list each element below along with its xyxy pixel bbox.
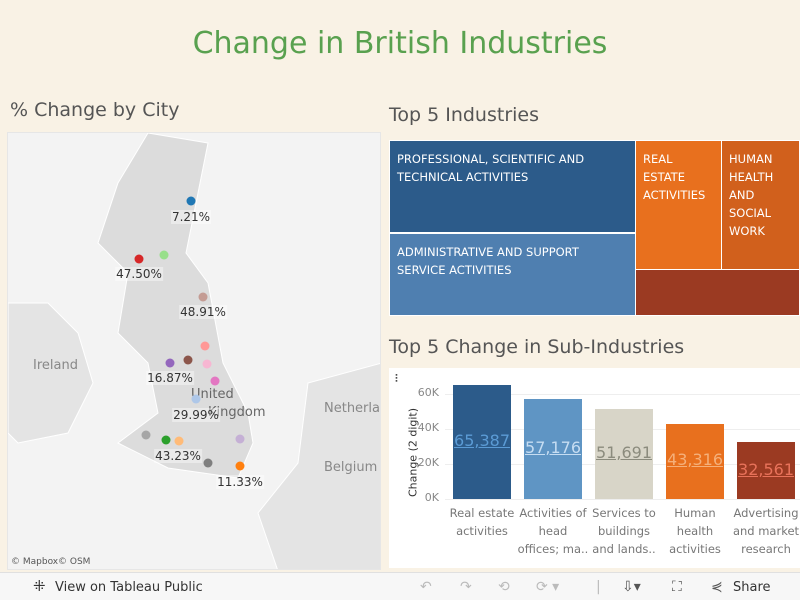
- cell-label: HUMAN HEALTH AND SOCIAL WORK: [729, 152, 774, 238]
- city-map[interactable]: Ireland United Kingdom Netherla Belgium …: [7, 132, 381, 570]
- download-icon[interactable]: ⇩▾: [622, 579, 641, 595]
- city-dot[interactable]: [203, 458, 213, 468]
- category-line: head: [538, 524, 568, 538]
- bar-value-label[interactable]: 43,316: [667, 450, 723, 470]
- city-value-label: 47.50%: [115, 267, 163, 281]
- y-tick-label: 20K: [417, 456, 439, 470]
- category-line: buildings: [597, 524, 651, 538]
- category-line: and market: [732, 524, 800, 538]
- x-category-label: Human health activities: [659, 504, 731, 558]
- category-line: Activities of: [519, 506, 587, 520]
- y-tick-label: 60K: [417, 386, 439, 400]
- bar-value-label[interactable]: 32,561: [738, 459, 794, 479]
- bar[interactable]: [524, 399, 582, 499]
- bar-chart-title: Top 5 Change in Sub-Industries: [389, 336, 685, 358]
- mapbox-attribution[interactable]: © Mapbox: [11, 557, 59, 567]
- redo-icon[interactable]: ↷: [460, 579, 472, 595]
- bar[interactable]: [453, 385, 511, 499]
- category-line: research: [741, 542, 791, 556]
- treemap-cell[interactable]: ADMINISTRATIVE AND SUPPORT SERVICE ACTIV…: [389, 233, 636, 316]
- category-line: Human: [674, 506, 716, 520]
- city-dot[interactable]: [235, 434, 245, 444]
- map-land: [8, 133, 380, 569]
- category-line: and lands..: [592, 542, 656, 556]
- city-dot[interactable]: [191, 394, 201, 404]
- bar-value-label[interactable]: 65,387: [454, 431, 510, 451]
- revert-icon[interactable]: ⟲: [498, 579, 510, 595]
- city-value-label: 11.33%: [216, 475, 264, 489]
- sort-icon[interactable]: ⫶: [395, 372, 398, 385]
- city-dot[interactable]: [134, 254, 144, 264]
- city-value-label: 7.21%: [170, 210, 212, 224]
- treemap-cell[interactable]: HUMAN HEALTH AND SOCIAL WORK: [721, 140, 800, 270]
- place-label: Netherla: [324, 401, 380, 416]
- city-dot[interactable]: [202, 359, 212, 369]
- bar-value-label[interactable]: 57,176: [525, 438, 581, 458]
- city-value-label: 16.87%: [146, 371, 194, 385]
- tableau-toolbar: ⁜ View on Tableau Public ↶ ↷ ⟲ ⟳ ▾ | ⇩▾ …: [0, 572, 800, 600]
- bar[interactable]: [595, 408, 653, 499]
- place-label: Ireland: [33, 358, 78, 373]
- undo-icon[interactable]: ↶: [420, 579, 432, 595]
- city-dot[interactable]: [161, 435, 171, 445]
- gridline: [445, 394, 800, 396]
- share-icon[interactable]: ⋞: [711, 579, 723, 595]
- city-value-label: 48.91%: [179, 305, 227, 319]
- y-axis-label: Change (2 digit): [406, 407, 420, 498]
- y-tick-label: 40K: [417, 421, 439, 435]
- category-line: health: [676, 524, 714, 538]
- map-title: % Change by City: [10, 99, 180, 121]
- category-line: Real estate: [449, 506, 515, 520]
- treemap-cell[interactable]: PROFESSIONAL, SCIENTIFIC AND TECHNICAL A…: [389, 140, 636, 233]
- dashboard-title: Change in British Industries: [192, 26, 608, 61]
- city-dot[interactable]: [141, 430, 151, 440]
- y-tick-label: 0K: [424, 491, 439, 504]
- x-category-label: Advertising and market research: [730, 504, 800, 558]
- share-button[interactable]: Share: [733, 580, 771, 595]
- fullscreen-icon[interactable]: ⛶: [672, 579, 682, 595]
- x-category-label: Real estate activities: [446, 504, 518, 540]
- tableau-logo-icon: ⁜: [33, 577, 46, 595]
- place-label: Belgium: [324, 460, 378, 475]
- bar-value-label[interactable]: 51,691: [596, 442, 652, 462]
- city-dot[interactable]: [198, 292, 208, 302]
- city-value-label: 43.23%: [154, 449, 202, 463]
- city-dot[interactable]: [165, 358, 175, 368]
- view-on-tableau-link[interactable]: View on Tableau Public: [55, 580, 203, 595]
- city-dot[interactable]: [159, 250, 169, 260]
- osm-attribution[interactable]: © OSM: [58, 557, 91, 567]
- x-category-label: Services to buildings and lands..: [588, 504, 660, 558]
- refresh-icon[interactable]: ⟳ ▾: [536, 579, 560, 595]
- city-dot[interactable]: [200, 341, 210, 351]
- cell-label: PROFESSIONAL, SCIENTIFIC AND TECHNICAL A…: [397, 152, 585, 184]
- gridline: [445, 499, 800, 500]
- city-dot[interactable]: [183, 355, 193, 365]
- city-dot[interactable]: [174, 436, 184, 446]
- category-line: activities: [669, 542, 721, 556]
- place-label: Kingdom: [208, 405, 266, 420]
- city-dot[interactable]: [210, 376, 220, 386]
- category-line: offices; ma..: [517, 542, 589, 556]
- treemap-cell[interactable]: [635, 269, 800, 316]
- category-line: Advertising: [733, 506, 799, 520]
- city-value-label: 29.99%: [172, 408, 220, 422]
- category-line: activities: [456, 524, 508, 538]
- bar[interactable]: [666, 423, 724, 499]
- treemap-title: Top 5 Industries: [389, 104, 540, 126]
- city-dot[interactable]: [186, 196, 196, 206]
- category-line: Services to: [592, 506, 656, 520]
- city-dot[interactable]: [235, 461, 245, 471]
- divider: |: [596, 579, 601, 595]
- x-category-label: Activities of head offices; ma..: [517, 504, 589, 558]
- place-label: United: [191, 387, 234, 402]
- sub-industries-bar-chart: ⫶ Change (2 digit) 0K 20K 40K 60K 65,387 Real…: [389, 368, 800, 568]
- treemap-cell[interactable]: REAL ESTATE ACTIVITIES: [635, 140, 722, 270]
- bar[interactable]: [737, 442, 795, 499]
- cell-label: REAL ESTATE ACTIVITIES: [643, 152, 706, 202]
- cell-label: ADMINISTRATIVE AND SUPPORT SERVICE ACTIV…: [397, 245, 579, 277]
- industries-treemap: PROFESSIONAL, SCIENTIFIC AND TECHNICAL A…: [389, 140, 800, 316]
